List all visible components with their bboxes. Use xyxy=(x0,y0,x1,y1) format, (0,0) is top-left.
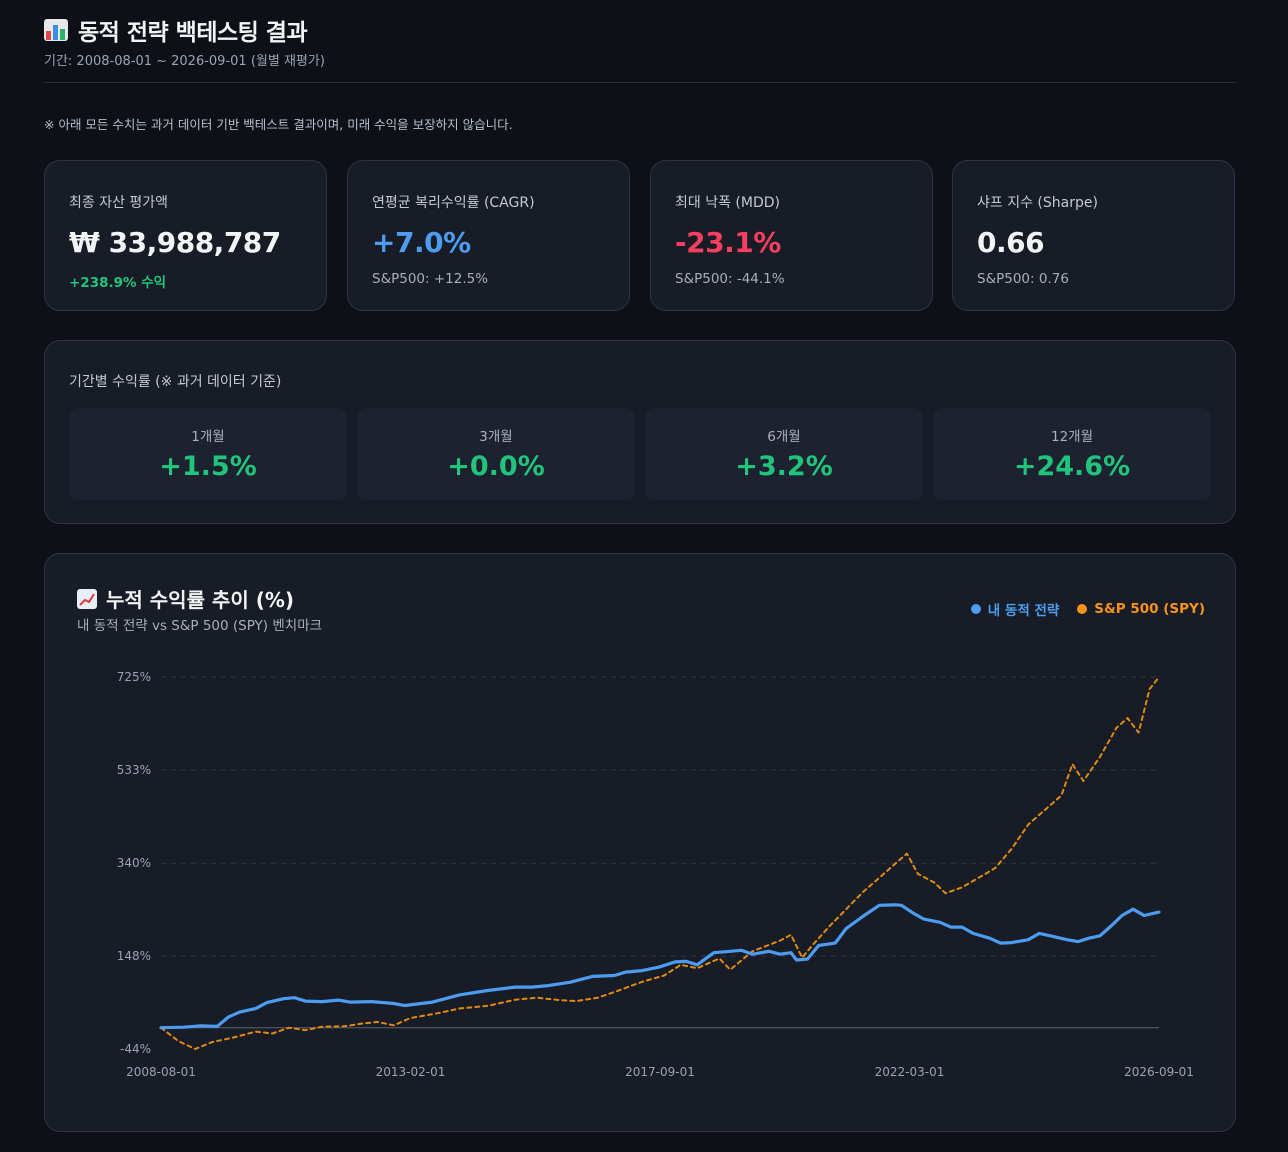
y-tick-label: 533% xyxy=(117,763,151,777)
period-value: +3.2% xyxy=(735,451,833,482)
y-tick-label: 725% xyxy=(117,670,151,684)
x-tick-label: 2026-09-01 xyxy=(1124,1065,1194,1079)
period-value: +1.5% xyxy=(159,451,257,482)
stat-card-cagr: 연평균 복리수익률 (CAGR) +7.0% S&P500: +12.5% xyxy=(347,160,630,311)
period-label: 3개월 xyxy=(479,429,513,445)
stat-value: -23.1% xyxy=(675,226,781,259)
legend-label: S&P 500 (SPY) xyxy=(1094,601,1205,617)
period-label: 6개월 xyxy=(767,429,801,445)
cumulative-return-chart-card: 725% 533% 340% 148% -44% 2008-08-01 2013-02-01… xyxy=(44,553,1236,1132)
period-box-1m: 1개월 +1.5% xyxy=(69,408,347,500)
legend-dot-icon xyxy=(1077,604,1088,614)
stat-card-sharpe: 샤프 지수 (Sharpe) 0.66 S&P500: 0.76 xyxy=(952,160,1235,311)
trend-chart-icon xyxy=(77,588,97,609)
stat-value: 0.66 xyxy=(977,226,1045,259)
legend-label: 내 동적 전략 xyxy=(987,603,1060,619)
y-tick-label: -44% xyxy=(120,1042,151,1056)
x-tick-label: 2013-02-01 xyxy=(376,1065,446,1079)
legend-dot-icon xyxy=(970,604,981,614)
period-label: 12개월 xyxy=(1050,429,1094,445)
period-value: +0.0% xyxy=(447,451,545,482)
x-tick-label: 2008-08-01 xyxy=(126,1065,196,1079)
stat-sub: +238.9% 수익 xyxy=(69,275,167,291)
y-tick-label: 340% xyxy=(117,856,151,870)
stat-label: 샤프 지수 (Sharpe) xyxy=(977,195,1098,211)
bar-chart-icon xyxy=(44,19,68,41)
chart-legend: 내 동적 전략 S&P 500 (SPY) xyxy=(970,599,1205,619)
period-value: +24.6% xyxy=(1013,451,1131,482)
x-tick-label: 2017-09-01 xyxy=(625,1065,695,1079)
series-line-strategy xyxy=(159,903,1161,1030)
x-tick-label: 2022-03-01 xyxy=(875,1065,945,1079)
stat-sub: S&P500: -44.1% xyxy=(675,271,785,287)
stat-card-final-asset: 최종 자산 평가액 ₩ 33,988,787 +238.9% 수익 xyxy=(44,160,327,311)
stat-value: ₩ 33,988,787 xyxy=(69,226,281,259)
page-title: 동적 전략 백테스팅 결과 xyxy=(78,20,308,46)
period-label: 1개월 xyxy=(191,429,225,445)
period-box-6m: 6개월 +3.2% xyxy=(645,408,923,500)
stat-label: 최종 자산 평가액 xyxy=(69,195,169,211)
chart-subtitle: 내 동적 전략 vs S&P 500 (SPY) 벤치마크 xyxy=(77,618,323,634)
period-subtitle: 기간: 2008-08-01 ~ 2026-09-01 (월별 재평가) xyxy=(44,54,325,69)
legend-item-spy[interactable]: S&P 500 (SPY) xyxy=(1077,599,1205,619)
chart-title: 누적 수익률 추이 (%) xyxy=(106,588,295,612)
stat-value: +7.0% xyxy=(372,226,471,259)
stat-card-mdd: 최대 낙폭 (MDD) -23.1% S&P500: -44.1% xyxy=(650,160,933,311)
period-returns-label: 기간별 수익률 (※ 과거 데이터 기준) xyxy=(69,374,282,390)
period-box-12m: 12개월 +24.6% xyxy=(933,408,1211,500)
stat-label: 연평균 복리수익률 (CAGR) xyxy=(372,195,535,211)
page-header: 동적 전략 백테스팅 결과 기간: 2008-08-01 ~ 2026-09-0… xyxy=(44,14,1236,69)
stat-sub: S&P500: +12.5% xyxy=(372,271,489,287)
series-line-spy xyxy=(160,676,1160,1050)
disclaimer-text: ※ 아래 모든 수치는 과거 데이터 기반 백테스트 결과이며, 미래 수익을 … xyxy=(44,117,513,132)
legend-item-strategy[interactable]: 내 동적 전략 xyxy=(970,599,1060,619)
period-box-3m: 3개월 +0.0% xyxy=(357,408,635,500)
period-returns-card: 기간별 수익률 (※ 과거 데이터 기준) 1개월 +1.5% 3개월 +0.0… xyxy=(44,340,1236,524)
header-divider xyxy=(44,82,1236,83)
y-tick-label: 148% xyxy=(117,949,151,963)
stat-label: 최대 낙폭 (MDD) xyxy=(675,195,780,211)
cumulative-return-chart: 725% 533% 340% 148% -44% 2008-08-01 2013-02-01… xyxy=(117,670,1194,1079)
stat-sub: S&P500: 0.76 xyxy=(977,271,1069,287)
